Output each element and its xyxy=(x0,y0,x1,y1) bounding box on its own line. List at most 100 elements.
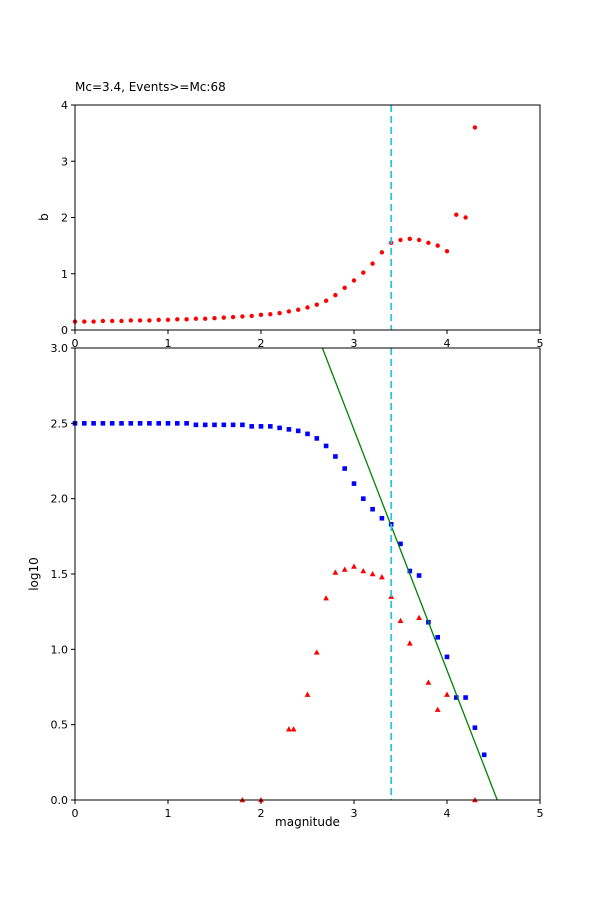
y-tick-label: 2.0 xyxy=(51,493,69,506)
data-point-circle xyxy=(463,215,468,220)
data-point-square xyxy=(398,541,403,547)
data-point-square xyxy=(370,506,375,512)
data-point-circle xyxy=(156,317,161,323)
data-point-square xyxy=(444,654,450,660)
data-point-square xyxy=(351,481,357,486)
data-point-square xyxy=(295,428,301,434)
frequency-magnitude-distribution: 0 1 2 3 4 5 0.0 0.5 1.0 1.5 2.0 2.5 3.0 xyxy=(51,342,544,820)
data-point-square xyxy=(314,436,320,441)
x-tick-label: 5 xyxy=(537,337,544,350)
data-point-square xyxy=(379,515,385,521)
data-point-circle xyxy=(435,243,440,248)
data-point-square xyxy=(258,424,264,429)
data-point-circle xyxy=(268,312,273,317)
data-point-square xyxy=(175,421,180,426)
data-point-triangle xyxy=(369,571,376,577)
data-point-square xyxy=(286,427,292,432)
y-tick-label: 2.5 xyxy=(51,417,69,430)
y-tick-label: 4 xyxy=(61,99,68,112)
chart-title: Mc=3.4, Events>=Mc:68 xyxy=(75,80,226,94)
x-tick-label: 1 xyxy=(165,807,172,820)
y-tick-label: 1.0 xyxy=(51,643,69,656)
data-point-circle xyxy=(398,237,403,243)
series-incremental-count xyxy=(239,563,478,803)
data-point-triangle xyxy=(286,726,292,732)
data-point-triangle xyxy=(332,569,339,575)
data-point-circle xyxy=(472,125,478,130)
data-point-square xyxy=(91,421,96,426)
data-point-triangle xyxy=(351,563,357,569)
data-point-square xyxy=(193,422,199,428)
data-point-square xyxy=(472,725,478,730)
data-point-triangle xyxy=(290,726,297,732)
y-tick-label: 1.5 xyxy=(51,568,69,581)
data-point-circle xyxy=(296,307,301,312)
data-point-square xyxy=(147,421,152,426)
y-tick-label: 3.0 xyxy=(51,342,69,355)
data-point-circle xyxy=(175,317,180,322)
y-tick-label: 0 xyxy=(61,324,68,337)
data-point-circle xyxy=(147,318,152,323)
y-tick-label: 0.5 xyxy=(51,719,69,732)
data-point-circle xyxy=(407,236,412,242)
data-point-square xyxy=(435,634,440,640)
data-point-circle xyxy=(351,278,357,283)
data-point-triangle xyxy=(416,614,422,620)
data-point-circle xyxy=(212,315,217,321)
x-tick-label: 4 xyxy=(444,337,451,350)
data-point-circle xyxy=(230,314,236,320)
data-point-square xyxy=(137,421,143,426)
data-point-triangle xyxy=(379,574,385,580)
series-b-values xyxy=(72,125,478,324)
data-point-circle xyxy=(370,261,375,266)
data-point-circle xyxy=(286,309,292,314)
data-point-square xyxy=(361,496,366,501)
data-point-circle xyxy=(314,302,319,307)
data-point-circle xyxy=(240,314,245,319)
data-point-square xyxy=(119,421,124,426)
gr-fit-line xyxy=(321,347,498,801)
x-tick-label: 2 xyxy=(258,337,265,350)
data-point-circle xyxy=(305,305,310,310)
data-point-circle xyxy=(361,270,366,275)
data-point-circle xyxy=(110,318,115,324)
y-tick-label: 1 xyxy=(61,268,68,281)
data-point-circle xyxy=(342,285,347,291)
data-point-square xyxy=(416,573,422,578)
data-point-square xyxy=(156,421,161,426)
data-point-circle xyxy=(454,212,459,217)
data-point-triangle xyxy=(360,567,367,574)
data-point-circle xyxy=(184,317,189,322)
data-point-square xyxy=(481,752,487,758)
data-point-circle xyxy=(258,312,264,318)
data-point-circle xyxy=(137,318,143,323)
data-point-circle xyxy=(249,313,254,319)
data-point-circle xyxy=(165,317,171,323)
y-tick-label: 0.0 xyxy=(51,794,69,807)
data-point-square xyxy=(463,695,468,700)
x-tick-label: 4 xyxy=(444,807,451,820)
x-tick-label: 1 xyxy=(165,337,172,350)
data-point-triangle xyxy=(341,566,348,572)
data-point-square xyxy=(82,421,87,426)
data-point-circle xyxy=(323,298,329,303)
data-point-circle xyxy=(221,315,226,320)
data-point-triangle xyxy=(304,691,311,697)
data-point-square xyxy=(212,422,217,428)
data-point-circle xyxy=(416,237,422,243)
x-axis-label: magnitude xyxy=(275,815,340,829)
x-tick-label: 0 xyxy=(72,807,79,820)
data-point-square xyxy=(184,421,189,426)
data-point-triangle xyxy=(434,706,441,712)
axes-frame xyxy=(74,347,541,801)
data-point-square xyxy=(165,421,171,426)
data-point-square xyxy=(128,421,134,426)
data-point-circle xyxy=(100,318,106,324)
data-point-square xyxy=(249,424,254,429)
data-point-square xyxy=(230,422,236,428)
data-point-square xyxy=(333,454,338,459)
data-point-square xyxy=(323,443,329,449)
data-point-square xyxy=(305,431,310,437)
